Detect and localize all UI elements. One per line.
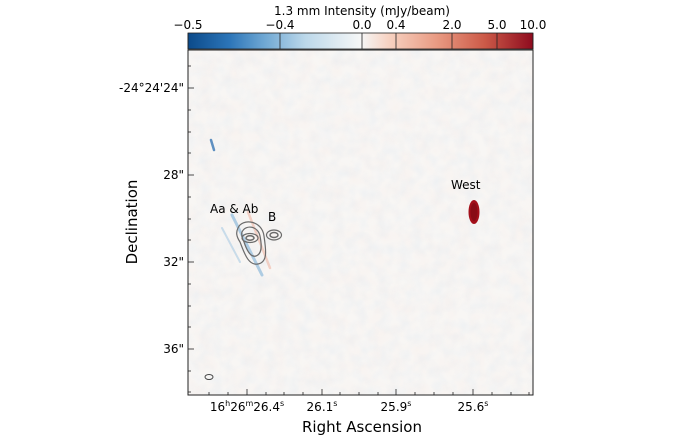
- emission-streaks: [209, 138, 272, 277]
- beam-ellipse: [204, 374, 214, 380]
- label-west: West: [451, 178, 481, 192]
- colorbar-tick-label: 0.4: [386, 18, 405, 32]
- x-tick-label: 16h26m26.4s: [210, 399, 284, 414]
- noise-red: [188, 50, 533, 395]
- contours-aa-ab: [236, 221, 267, 265]
- x-tick-label: 26.1s: [307, 399, 338, 414]
- x-axis-label: Right Ascension: [302, 418, 422, 436]
- colorbar-tick-label: 5.0: [487, 18, 506, 32]
- y-axis-ticks: [188, 65, 194, 393]
- colorbar-tick-label: −0.5: [173, 18, 202, 32]
- x-axis-ticks: [208, 389, 530, 395]
- y-axis-label: Declination: [123, 180, 141, 265]
- label-b: B: [268, 210, 276, 224]
- colorbar-tick-label: 2.0: [442, 18, 461, 32]
- west-source-core: [470, 203, 478, 221]
- y-tick-label: 28": [163, 168, 184, 182]
- y-tick-label: 36": [163, 342, 184, 356]
- plot-frame: [187, 49, 534, 396]
- colorbar-tick-label: −0.4: [265, 18, 294, 32]
- y-tick-label: -24°24'24": [119, 81, 184, 95]
- contours-b: [265, 229, 283, 241]
- colorbar-ticks: [187, 33, 534, 49]
- y-tick-label: 32": [163, 255, 184, 269]
- x-tick-label: 25.9s: [381, 399, 412, 414]
- label-aa-ab: Aa & Ab: [210, 202, 258, 216]
- colorbar-gradient: [187, 32, 534, 50]
- colorbar-tick-label: 10.0: [520, 18, 547, 32]
- x-tick-label: 25.6s: [458, 399, 489, 414]
- colorbar: 1.3 mm Intensity (mJy/beam) −0.5 −0.4 0.…: [173, 4, 547, 50]
- colorbar-tick-label: 0.0: [352, 18, 371, 32]
- colorbar-title: 1.3 mm Intensity (mJy/beam): [274, 4, 450, 18]
- image-panel: [188, 50, 533, 395]
